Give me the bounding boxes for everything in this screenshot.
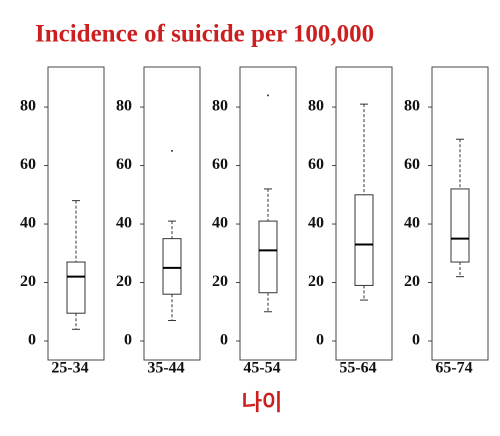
box [162,238,182,295]
panel-frame [239,66,297,361]
x-tick-label: 55-64 [339,360,376,377]
panel-frame [335,66,393,361]
y-tick-label: 80 [116,98,132,115]
panel-frame [47,66,105,361]
x-tick-label: 45-54 [243,360,280,377]
y-tick-label: 0 [220,332,228,349]
y-tick-label: 0 [412,332,420,349]
y-tick-label: 60 [308,156,324,173]
y-tick-label: 20 [20,273,36,290]
outlier [171,149,173,152]
y-tick-label: 60 [212,156,228,173]
y-tick-label: 20 [116,273,132,290]
y-tick-label: 80 [308,98,324,115]
y-tick-label: 0 [124,332,132,349]
y-tick-label: 60 [404,156,420,173]
y-tick-label: 20 [404,273,420,290]
y-tick-label: 60 [20,156,36,173]
box [354,194,374,286]
x-axis-label: 나이 [242,391,282,416]
y-tick-label: 40 [212,215,228,232]
y-tick-label: 80 [20,98,36,115]
y-tick-label: 0 [316,332,324,349]
chart-title: Incidence of suicide per 100,000 [35,21,374,48]
y-tick-label: 40 [20,215,36,232]
x-tick-label: 25-34 [51,360,88,377]
y-tick-label: 80 [404,98,420,115]
box [258,220,278,294]
x-tick-label: 35-44 [147,360,184,377]
y-tick-label: 20 [308,273,324,290]
y-tick-label: 60 [116,156,132,173]
y-tick-label: 40 [116,215,132,232]
panel-frame [143,66,201,361]
y-tick-label: 80 [212,98,228,115]
box [450,188,470,263]
y-tick-label: 0 [28,332,36,349]
x-tick-label: 65-74 [435,360,472,377]
outlier [267,94,269,97]
y-tick-label: 20 [212,273,228,290]
y-tick-label: 40 [404,215,420,232]
box [66,261,86,314]
y-tick-label: 40 [308,215,324,232]
panel-frame [431,66,489,361]
